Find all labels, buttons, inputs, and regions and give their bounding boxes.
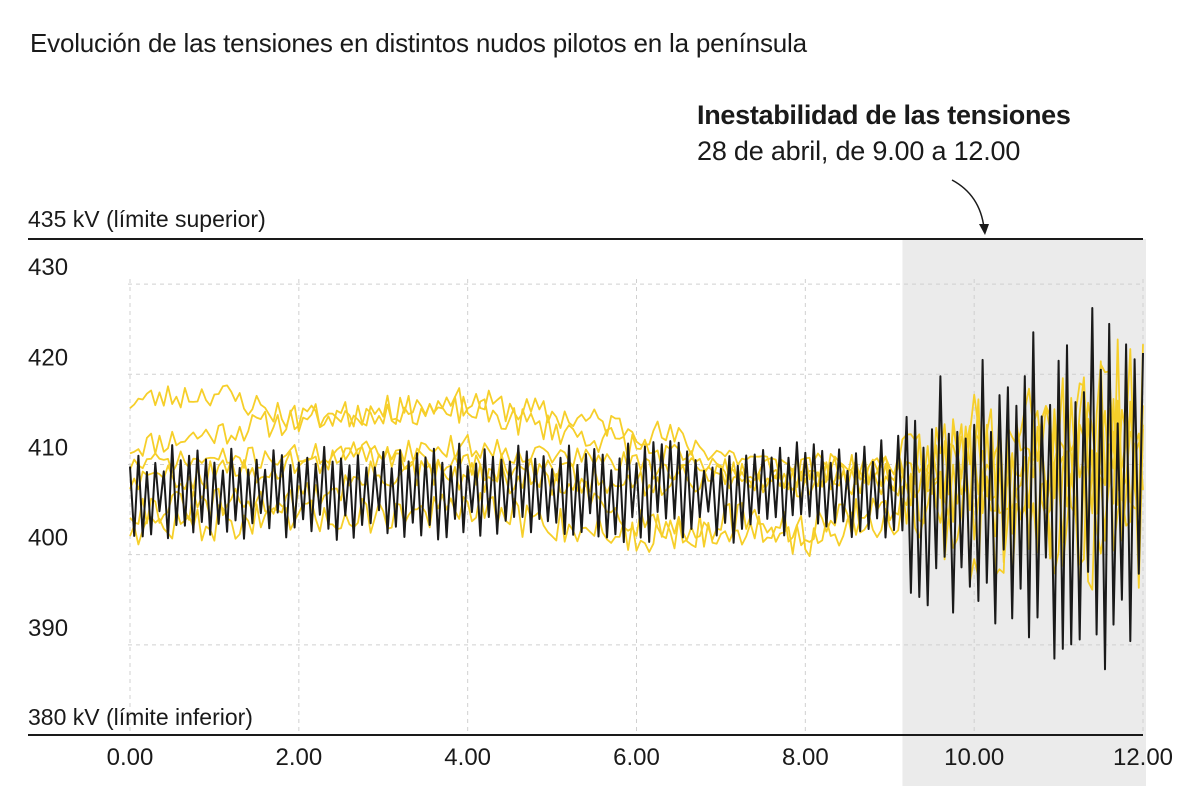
annotation-title: Inestabilidad de las tensiones <box>697 100 1071 130</box>
x-tick-10.00: 10.00 <box>944 744 1004 771</box>
series-line-5 <box>129 407 1144 598</box>
series-lines <box>129 307 1144 671</box>
x-tick-4.00: 4.00 <box>444 744 491 771</box>
lower-limit-label: 380 kV (límite inferior) <box>28 704 253 730</box>
annotation-arrow-head <box>979 224 989 235</box>
x-tick-8.00: 8.00 <box>782 744 829 771</box>
y-tick-420: 420 <box>28 344 68 371</box>
upper-limit-label: 435 kV (límite superior) <box>28 206 266 232</box>
instability-highlight-band <box>902 239 1146 786</box>
y-tick-390: 390 <box>28 615 68 642</box>
series-line-2 <box>129 363 1144 515</box>
x-tick-2.00: 2.00 <box>275 744 322 771</box>
y-tick-410: 410 <box>28 434 68 461</box>
x-tick-labels: 0.00 2.00 4.00 6.00 8.00 10.00 12.00 <box>107 744 1173 771</box>
grid-lines <box>128 279 1144 735</box>
x-tick-0.00: 0.00 <box>107 744 154 771</box>
x-tick-12.00: 12.00 <box>1113 744 1173 771</box>
chart-title: Evolución de las tensiones en distintos … <box>30 28 807 58</box>
annotation-subtitle: 28 de abril, de 9.00 a 12.00 <box>697 136 1021 166</box>
x-tick-6.00: 6.00 <box>613 744 660 771</box>
annotation-arrow <box>951 179 985 229</box>
y-tick-430: 430 <box>28 254 68 281</box>
series-line-1 <box>129 307 1144 671</box>
y-tick-400: 400 <box>28 525 68 552</box>
y-tick-labels: 430 420 410 400 390 <box>28 254 68 642</box>
